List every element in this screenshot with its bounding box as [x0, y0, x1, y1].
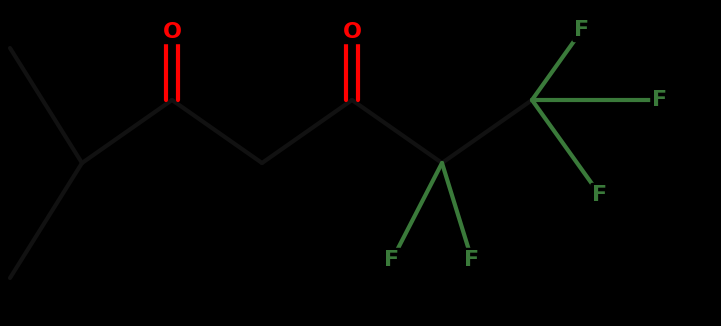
Text: O: O — [162, 22, 182, 42]
Text: F: F — [384, 250, 399, 270]
Text: F: F — [464, 250, 479, 270]
Text: O: O — [342, 22, 361, 42]
Text: F: F — [575, 20, 590, 40]
Text: F: F — [653, 90, 668, 110]
Text: F: F — [593, 185, 608, 205]
